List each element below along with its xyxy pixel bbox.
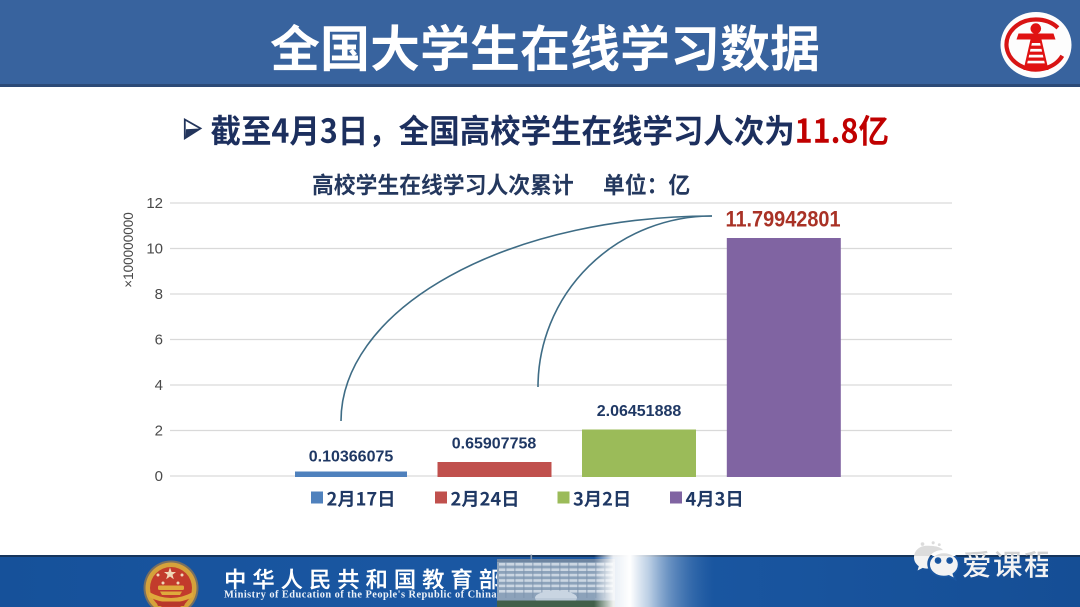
svg-text:10: 10 <box>146 241 163 258</box>
svg-text:11.79942801: 11.79942801 <box>726 206 841 231</box>
svg-text:4: 4 <box>155 377 163 394</box>
svg-text:8: 8 <box>155 286 163 303</box>
svg-text:12: 12 <box>146 195 163 212</box>
svg-text:0.65907758: 0.65907758 <box>452 436 537 453</box>
svg-text:2.06451888: 2.06451888 <box>597 403 682 420</box>
svg-text:6: 6 <box>155 332 163 349</box>
svg-text:Ministry of Education of the P: Ministry of Education of the People's Re… <box>224 590 497 601</box>
svg-text:0.10366075: 0.10366075 <box>309 448 394 465</box>
svg-text:2: 2 <box>155 423 163 440</box>
svg-text:0: 0 <box>155 468 163 485</box>
svg-text:×100000000: ×100000000 <box>121 212 136 287</box>
